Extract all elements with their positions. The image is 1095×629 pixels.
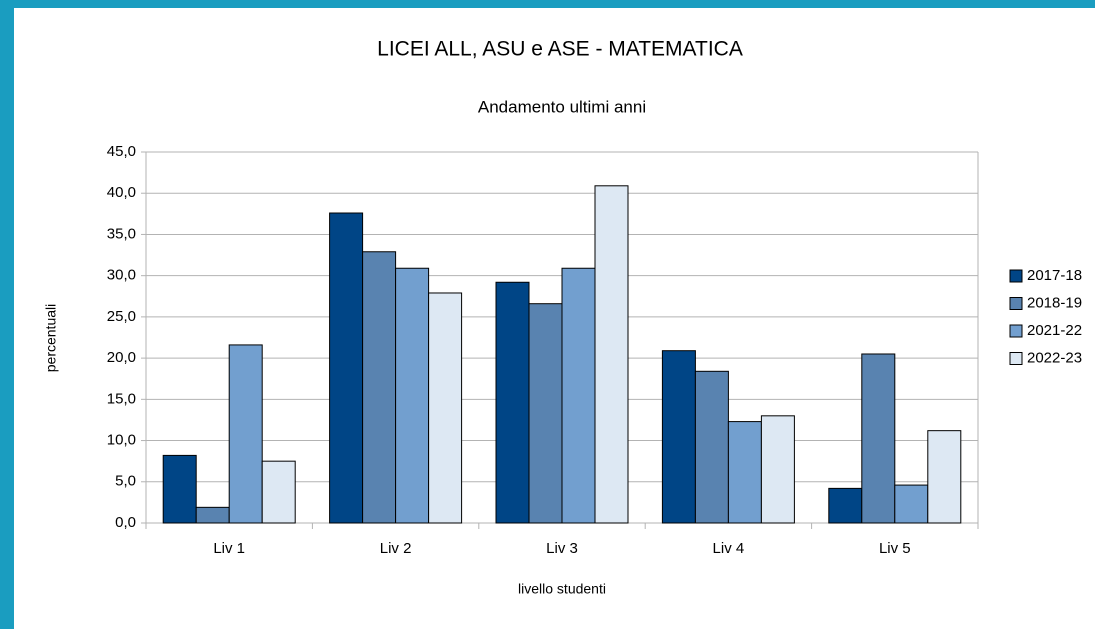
y-tick-label: 15,0 [107,390,136,407]
legend-swatch [1009,269,1023,283]
legend-label: 2018-19 [1027,294,1082,311]
x-tick-label: Liv 2 [380,540,412,557]
x-tick-label: Liv 5 [879,540,911,557]
bar [162,454,197,524]
x-axis-label: livello studenti [518,581,606,597]
bar [329,212,364,524]
bar [362,251,397,524]
bar [228,344,263,524]
bar [528,303,563,524]
legend-swatch [1009,352,1023,365]
bar [727,421,762,524]
y-tick-label: 35,0 [107,225,136,242]
x-tick-label: Liv 4 [713,540,745,557]
bar [894,484,929,524]
bar [861,353,896,524]
bar [927,430,962,524]
y-tick-label: 5,0 [115,473,136,490]
legend-label: 2017-18 [1027,267,1082,284]
y-tick-label: 25,0 [107,308,136,325]
bar [694,370,729,524]
bar [395,267,430,524]
bar [828,487,863,524]
bar [594,185,629,524]
y-tick-label: 0,0 [115,514,136,531]
chart-subtitle: Andamento ultimi anni [478,97,646,116]
y-tick-label: 20,0 [107,349,136,366]
legend-label: 2022-23 [1027,349,1082,366]
y-tick-label: 45,0 [107,143,136,160]
y-tick-label: 40,0 [107,184,136,201]
bar [195,506,230,524]
y-tick-label: 30,0 [107,267,136,284]
bar [428,292,463,524]
bar [661,350,696,524]
legend-swatch [1009,297,1023,310]
bar [760,415,795,524]
bar [495,281,530,524]
y-tick-label: 10,0 [107,432,136,449]
y-axis-label: percentuali [43,304,59,373]
chart-title: LICEI ALL, ASU e ASE - MATEMATICA [377,38,743,61]
bar [561,267,596,524]
bar [261,460,296,524]
legend-swatch [1009,324,1023,338]
x-tick-label: Liv 1 [213,540,245,557]
x-tick-label: Liv 3 [546,540,578,557]
legend-label: 2021-22 [1027,322,1082,339]
